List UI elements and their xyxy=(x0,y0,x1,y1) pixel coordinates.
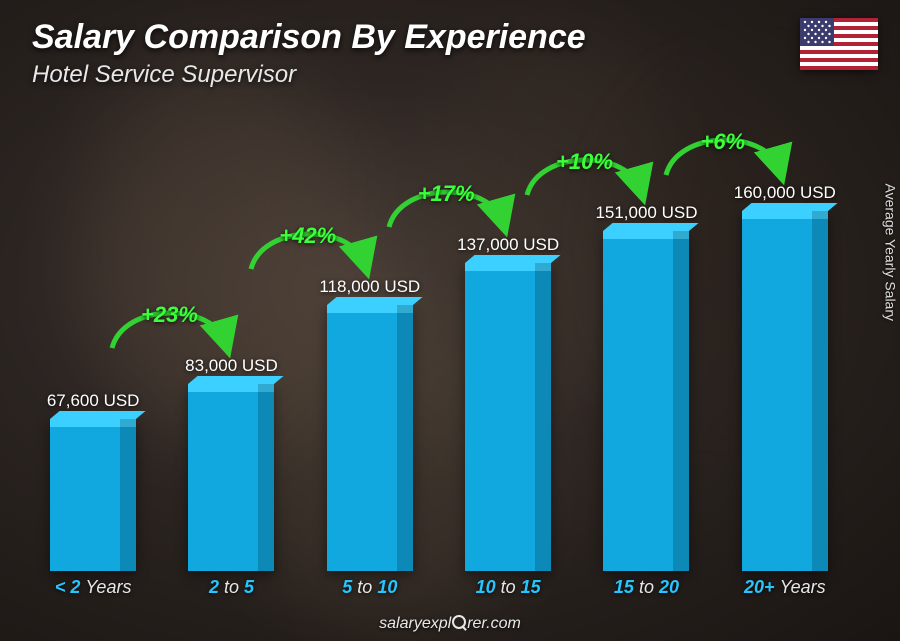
x-axis-label: 20+ Years xyxy=(716,577,854,605)
page-subtitle: Hotel Service Supervisor xyxy=(32,61,586,89)
bar-value-label: 83,000 USD xyxy=(185,356,278,376)
bar-value-label: 137,000 USD xyxy=(457,235,559,255)
bar-slot: +6%160,000 USD xyxy=(716,120,854,571)
bar-value-label: 118,000 USD xyxy=(319,277,420,297)
bar-value-label: 151,000 USD xyxy=(595,203,697,223)
bar-value-label: 67,600 USD xyxy=(47,391,140,411)
salary-bar xyxy=(742,211,828,571)
salary-bar xyxy=(465,263,551,571)
page-title: Salary Comparison By Experience xyxy=(32,18,586,57)
salary-bar xyxy=(327,305,413,571)
x-axis-label: 15 to 20 xyxy=(577,577,715,605)
salary-bar xyxy=(603,231,689,571)
bar-slot: +17%137,000 USD xyxy=(439,120,577,571)
x-axis: < 2 Years2 to 55 to 1010 to 1515 to 2020… xyxy=(24,577,854,605)
x-axis-label: 2 to 5 xyxy=(162,577,300,605)
flag-icon xyxy=(800,18,878,70)
bar-value-label: 160,000 USD xyxy=(734,183,836,203)
y-axis-label: Average Yearly Salary xyxy=(882,183,898,321)
x-axis-label: 5 to 10 xyxy=(301,577,439,605)
x-axis-label: 10 to 15 xyxy=(439,577,577,605)
source-prefix: salaryexpl xyxy=(379,615,451,632)
salary-bar xyxy=(50,419,136,571)
chart-header: Salary Comparison By Experience Hotel Se… xyxy=(32,18,586,89)
magnifier-icon xyxy=(452,615,466,629)
salary-bar-chart: 67,600 USD+23%83,000 USD+42%118,000 USD+… xyxy=(24,120,854,571)
bar-slot: +42%118,000 USD xyxy=(301,120,439,571)
source-suffix: rer.com xyxy=(467,615,521,632)
bar-slot: +10%151,000 USD xyxy=(577,120,715,571)
source-attribution: salaryexpl rer.com xyxy=(0,614,900,633)
x-axis-label: < 2 Years xyxy=(24,577,162,605)
bar-slot: 67,600 USD xyxy=(24,120,162,571)
bar-slot: +23%83,000 USD xyxy=(162,120,300,571)
salary-bar xyxy=(188,384,274,571)
